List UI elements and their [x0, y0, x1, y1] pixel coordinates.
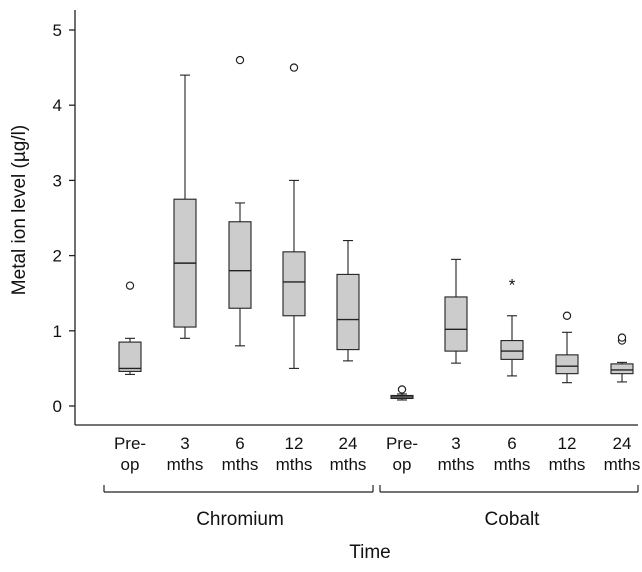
- y-tick-label: 1: [53, 322, 62, 341]
- iqr-box: [555, 354, 579, 375]
- outlier-point: [562, 311, 572, 320]
- group-label: Cobalt: [485, 509, 541, 530]
- x-tick-label: 12: [285, 434, 304, 453]
- box-item: [118, 281, 142, 375]
- outlier-point: [617, 333, 627, 342]
- group-brackets: Chromium Cobalt: [103, 485, 639, 530]
- x-tick-label: mths: [276, 455, 313, 474]
- box-item: [555, 311, 579, 384]
- box-item: *: [500, 276, 524, 377]
- x-tick-label: 3: [180, 434, 189, 453]
- iqr-box: [118, 341, 142, 372]
- x-tick-label: 24: [613, 434, 632, 453]
- x-tick-label: 24: [339, 434, 358, 453]
- plot-axes: [74, 10, 638, 426]
- iqr-box: [228, 221, 252, 309]
- x-tick-label: op: [121, 455, 140, 474]
- iqr-box: [500, 340, 524, 360]
- x-tick-label: 3: [451, 434, 460, 453]
- box-series: *: [118, 55, 634, 401]
- iqr-box: [282, 251, 306, 317]
- y-tick-label: 4: [53, 96, 62, 115]
- iqr-box: [610, 363, 634, 375]
- outlier-point: [397, 385, 407, 394]
- x-tick-label: 6: [507, 434, 516, 453]
- iqr-box: [336, 273, 360, 351]
- y-tick-label: 2: [53, 247, 62, 266]
- x-tick-label: Pre-: [114, 434, 146, 453]
- y-tick-label: 5: [53, 21, 62, 40]
- x-tick-label: mths: [604, 455, 641, 474]
- outlier-point: [289, 63, 299, 72]
- x-tick-label: 6: [235, 434, 244, 453]
- outlier-point: [235, 55, 245, 65]
- x-tick-label: mths: [494, 455, 531, 474]
- outlier-point: [125, 281, 135, 290]
- box-item: [336, 240, 360, 362]
- x-tick-label: mths: [438, 455, 475, 474]
- extreme-outlier-star: *: [509, 276, 516, 295]
- box-item: [173, 74, 197, 339]
- box-item: [228, 55, 252, 347]
- y-ticks: 0 1 2 3 4 5: [53, 21, 75, 416]
- group-label: Chromium: [196, 509, 284, 530]
- x-tick-label: op: [393, 455, 412, 474]
- iqr-box: [444, 296, 468, 352]
- x-tick-label: mths: [330, 455, 367, 474]
- x-tick-labels: Pre-op 3 mths 6 mths 12 mths 24 mths Pre-op 3 mths 6…: [114, 434, 640, 474]
- x-tick-label: mths: [222, 455, 259, 474]
- y-axis-title: Metal ion level (µg/l): [9, 125, 30, 295]
- box-item: [610, 333, 634, 383]
- box-item: [390, 385, 414, 401]
- y-tick-label: 0: [53, 397, 62, 416]
- box-item: [444, 258, 468, 364]
- box-item: [282, 63, 306, 369]
- x-axis-title: Time: [349, 542, 391, 563]
- y-tick-label: 3: [53, 171, 62, 190]
- x-tick-label: 12: [558, 434, 577, 453]
- x-tick-label: mths: [549, 455, 586, 474]
- x-tick-label: mths: [167, 455, 204, 474]
- x-tick-label: Pre-: [386, 434, 418, 453]
